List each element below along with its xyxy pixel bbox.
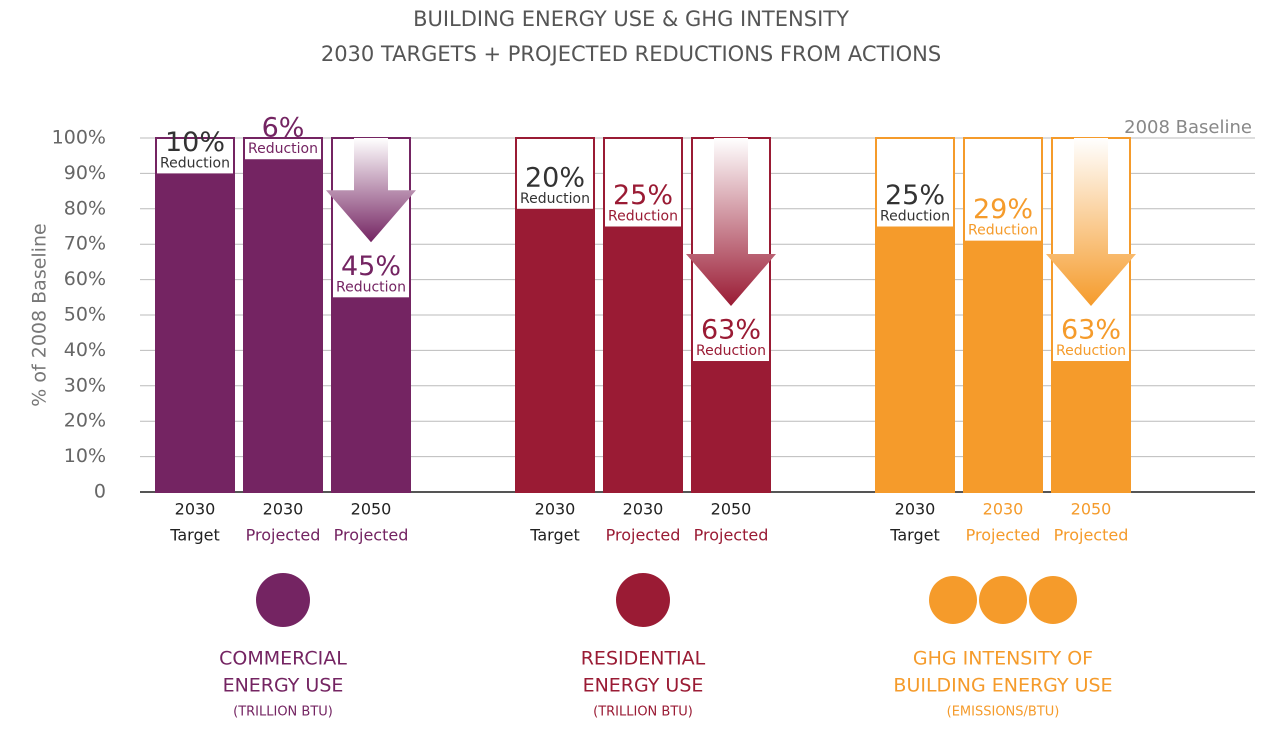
y-tick-label: 70% [64,233,106,255]
bar [155,173,235,492]
icon [256,573,310,627]
bar [875,226,955,492]
y-tick-label: 20% [64,410,106,432]
reduction-value: 25% [613,180,673,211]
reduction-value: 6% [262,113,305,144]
y-tick-label: 100% [52,127,106,149]
chart-subtitle: 2030 TARGETS + PROJECTED REDUCTIONS FROM… [321,42,941,66]
x-tick-label: Projected [694,526,769,545]
x-tick-label: 2030 [895,500,936,519]
icon [929,576,977,624]
reduction-value: 20% [525,162,585,193]
reduction-value: 45% [341,251,401,282]
chart-title: BUILDING ENERGY USE & GHG INTENSITY [413,7,849,31]
icon [979,576,1027,624]
x-tick-label: Target [529,526,580,545]
y-tick-label: 40% [64,339,106,361]
x-tick-label: Projected [246,526,321,545]
group-name: GHG INTENSITY OF [913,648,1093,670]
icon [616,573,670,627]
reduction-label: Reduction [608,209,678,225]
reduction-label: Reduction [696,343,766,359]
arrow [686,138,776,307]
x-tick-label: 2050 [1071,500,1112,519]
bar [515,208,595,493]
reduction-label: Reduction [248,141,318,157]
group-name: COMMERCIAL [219,648,347,670]
group-name: BUILDING ENERGY USE [893,675,1112,697]
group-name: ENERGY USE [223,675,344,697]
group-unit: (TRILLION BTU) [233,705,333,720]
x-tick-label: 2050 [711,500,752,519]
x-tick-label: Projected [1054,526,1129,545]
bar [331,297,411,492]
y-axis-label: % of 2008 Baseline [29,223,51,406]
bar [691,361,771,492]
y-tick-label: 50% [64,304,106,326]
x-tick-label: Projected [606,526,681,545]
y-tick-label: 90% [64,162,106,184]
arrow [1046,138,1136,307]
x-tick-label: 2050 [351,500,392,519]
x-tick-label: Projected [334,526,409,545]
x-tick-label: 2030 [263,500,304,519]
x-tick-label: 2030 [535,500,576,519]
x-tick-label: Target [169,526,220,545]
x-tick-label: Projected [966,526,1041,545]
group-unit: (EMISSIONS/BTU) [947,705,1060,720]
group-name: RESIDENTIAL [581,648,706,670]
x-tick-label: Target [889,526,940,545]
reduction-label: Reduction [968,223,1038,239]
group-name: ENERGY USE [583,675,704,697]
reduction-label: Reduction [1056,343,1126,359]
y-tick-label: 30% [64,374,106,396]
reduction-value: 29% [973,194,1033,225]
reduction-value: 10% [165,127,225,158]
y-tick-label: 80% [64,197,106,219]
reduction-value: 63% [1061,315,1121,346]
bar [243,159,323,493]
bar [603,226,683,492]
x-tick-label: 2030 [983,500,1024,519]
arrow [326,138,416,243]
y-tick-label: 0 [94,481,106,503]
reduction-label: Reduction [520,191,590,207]
x-tick-label: 2030 [623,500,664,519]
baseline-label: 2008 Baseline [1124,117,1252,138]
reduction-label: Reduction [880,209,950,225]
bar [1051,361,1131,492]
reduction-label: Reduction [336,279,406,295]
icon [1029,576,1077,624]
reduction-value: 63% [701,315,761,346]
reduction-label: Reduction [160,155,230,171]
y-tick-label: 60% [64,268,106,290]
x-tick-label: 2030 [175,500,216,519]
bar [963,240,1043,492]
y-tick-label: 10% [64,445,106,467]
group-unit: (TRILLION BTU) [593,705,693,720]
reduction-value: 25% [885,180,945,211]
